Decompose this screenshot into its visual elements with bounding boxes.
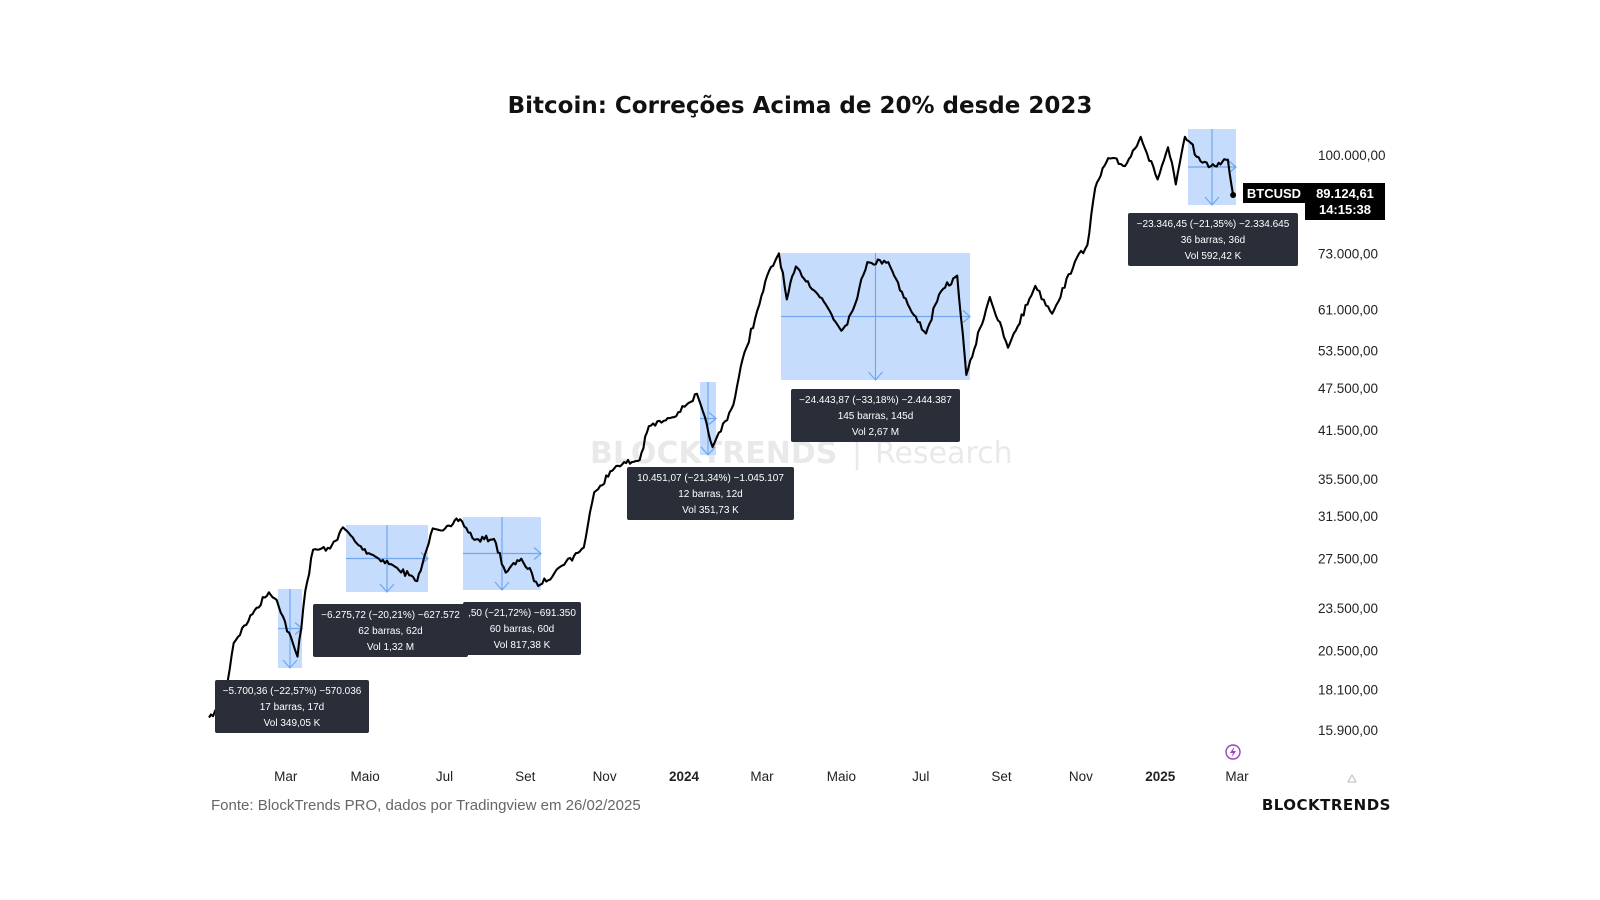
source-note: Fonte: BlockTrends PRO, dados por Tradin… <box>211 797 641 814</box>
x-tick-label: Nov <box>593 769 617 784</box>
y-tick-label: 53.500,00 <box>1318 344 1378 359</box>
series-layer <box>208 135 1237 719</box>
correction-label-line1: 10.451,07 (−21,34%) −1.045.107 <box>637 473 784 484</box>
price-tag-value: 89.124,61 <box>1316 186 1374 201</box>
x-tick-label: 2024 <box>669 769 700 784</box>
correction-label-line3: Vol 349,05 K <box>264 718 321 729</box>
correction-label-line2: 17 barras, 17d <box>260 702 325 713</box>
x-tick-label: Jul <box>436 769 453 784</box>
correction-label-line3: Vol 2,67 M <box>852 427 899 438</box>
correction-boxes <box>278 129 1237 669</box>
x-tick-label: Maio <box>827 769 856 784</box>
chart-title: Bitcoin: Correções Acima de 20% desde 20… <box>508 93 1093 119</box>
x-tick-label: 2025 <box>1145 769 1176 784</box>
correction-label-line1: ,50 (−21,72%) −691.350 <box>468 608 576 619</box>
correction-label: 10.451,07 (−21,34%) −1.045.107 12 barras,… <box>627 467 794 520</box>
correction-label-line2: 36 barras, 36d <box>1181 235 1246 246</box>
correction-label-line2: 60 barras, 60d <box>490 624 555 635</box>
y-tick-label: 15.900,00 <box>1318 723 1378 738</box>
price-tag-symbol-bg <box>1243 183 1305 203</box>
correction-label: −6.275,72 (−20,21%) −627.572 62 barras, 6… <box>313 604 468 657</box>
correction-box <box>346 525 429 593</box>
correction-label-line2: 12 barras, 12d <box>678 489 743 500</box>
y-tick-label: 47.500,00 <box>1318 381 1378 396</box>
correction-labels: −5.700,36 (−22,57%) −570.036 17 barras, 1… <box>215 213 1298 733</box>
correction-box <box>781 253 971 381</box>
correction-label-line2: 145 barras, 145d <box>838 411 914 422</box>
y-tick-label: 35.500,00 <box>1318 472 1378 487</box>
y-tick-label: 23.500,00 <box>1318 601 1378 616</box>
x-tick-label: Nov <box>1069 769 1093 784</box>
correction-label-line2: 62 barras, 62d <box>358 626 423 637</box>
correction-label-line1: −23.346,45 (−21,35%) −2.334.645 <box>1137 219 1290 230</box>
correction-label: −24.443,87 (−33,18%) −2.444.387 145 barra… <box>791 389 960 442</box>
x-axis: Mar Maio Jul Set Nov 2024 Mar Maio Jul Set Nov 2025… <box>274 769 1249 784</box>
y-tick-label: 61.000,00 <box>1318 303 1378 318</box>
correction-label-line3: Vol 1,32 M <box>367 642 414 653</box>
correction-label-line3: Vol 817,38 K <box>494 640 551 651</box>
correction-label-line1: −5.700,36 (−22,57%) −570.036 <box>223 686 362 697</box>
last-price-tag: BTCUSD 89.124,61 14:15:38 <box>1243 183 1385 220</box>
y-axis: 100.000,00 73.000,00 61.000,00 53.500,00 47.… <box>1318 148 1386 738</box>
correction-label: ,50 (−21,72%) −691.350 60 barras, 60d Vol … <box>463 602 581 655</box>
price-tag-countdown: 14:15:38 <box>1319 202 1371 217</box>
correction-box <box>463 517 542 591</box>
correction-box <box>1188 129 1237 206</box>
lightning-icon[interactable] <box>1225 744 1241 760</box>
last-price-point <box>1230 191 1237 198</box>
brand-logo: BLOCKTRENDS <box>1262 796 1391 814</box>
price-tag-symbol: BTCUSD <box>1247 186 1301 201</box>
y-tick-label: 18.100,00 <box>1318 682 1378 697</box>
x-tick-label: Mar <box>274 769 298 784</box>
triangle-icon[interactable] <box>1347 773 1357 783</box>
correction-label: −5.700,36 (−22,57%) −570.036 17 barras, 1… <box>215 680 369 733</box>
y-tick-label: 20.500,00 <box>1318 644 1378 659</box>
x-tick-label: Set <box>515 769 536 784</box>
x-tick-label: Jul <box>912 769 929 784</box>
series-line-btcusd <box>208 135 1235 719</box>
correction-label: −23.346,45 (−21,35%) −2.334.645 36 barras… <box>1128 213 1298 266</box>
y-tick-label: 100.000,00 <box>1318 148 1386 163</box>
x-tick-label: Mar <box>1225 769 1249 784</box>
price-tag-value-bg <box>1305 183 1385 220</box>
correction-label-line1: −6.275,72 (−20,21%) −627.572 <box>321 610 460 621</box>
x-tick-label: Set <box>991 769 1012 784</box>
y-tick-label: 41.500,00 <box>1318 423 1378 438</box>
y-tick-label: 27.500,00 <box>1318 552 1378 567</box>
watermark-separator: | <box>852 436 862 471</box>
correction-box <box>700 382 717 456</box>
correction-label-line3: Vol 592,42 K <box>1185 251 1242 262</box>
correction-label-line1: −24.443,87 (−33,18%) −2.444.387 <box>799 395 952 406</box>
y-tick-label: 31.500,00 <box>1318 509 1378 524</box>
x-tick-label: Mar <box>750 769 774 784</box>
x-tick-label: Maio <box>351 769 380 784</box>
y-tick-label: 73.000,00 <box>1318 246 1378 261</box>
correction-label-line3: Vol 351,73 K <box>682 505 739 516</box>
